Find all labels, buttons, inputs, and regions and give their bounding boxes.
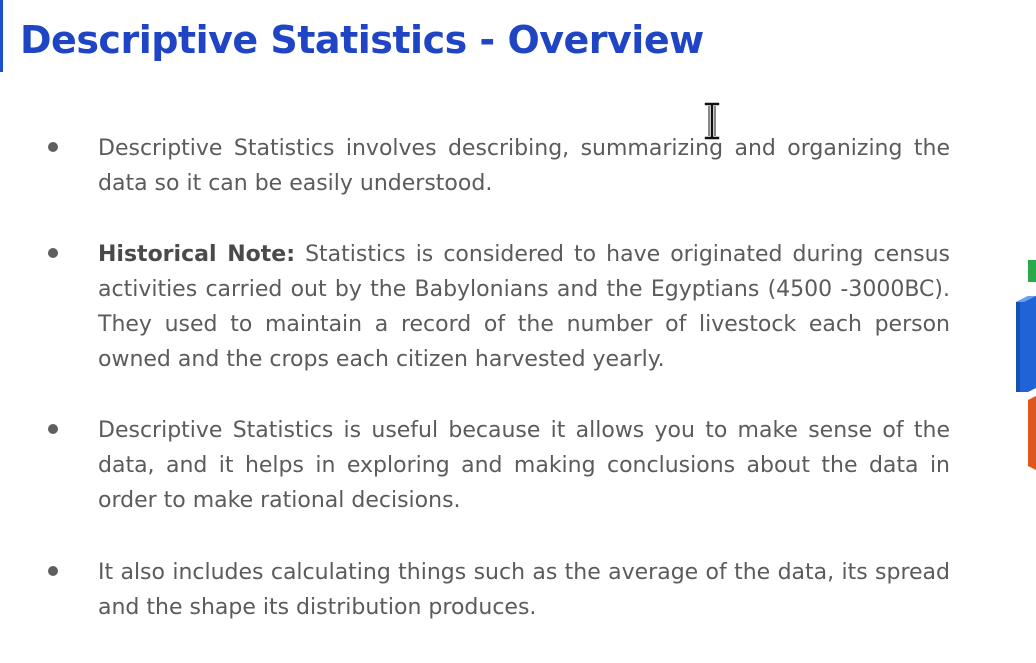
bullet-bold-prefix: Historical Note: xyxy=(98,242,295,267)
slide-title: Descriptive Statistics - Overview xyxy=(20,18,704,62)
bullet-dot-icon xyxy=(48,424,58,434)
bar-chart-decoration-icon xyxy=(1016,260,1036,470)
bullet-text: Historical Note: Statistics is considere… xyxy=(98,237,950,377)
bullet-dot-icon xyxy=(48,142,58,152)
bullet-text: Descriptive Statistics involves describi… xyxy=(98,131,950,201)
bullet-body: Descriptive Statistics is useful because… xyxy=(98,418,950,513)
bullet-body: It also includes calculating things such… xyxy=(98,560,950,620)
bullet-text: Descriptive Statistics is useful because… xyxy=(98,413,950,518)
bullet-body: Statistics is considered to have origina… xyxy=(98,242,951,372)
bullet-dot-icon xyxy=(48,248,58,258)
left-accent-bar xyxy=(0,0,3,72)
text-cursor-ibeam-icon xyxy=(703,102,721,140)
bullet-text: It also includes calculating things such… xyxy=(98,555,950,625)
bullet-dot-icon xyxy=(48,566,58,576)
bullet-body: Descriptive Statistics involves describi… xyxy=(98,136,950,196)
